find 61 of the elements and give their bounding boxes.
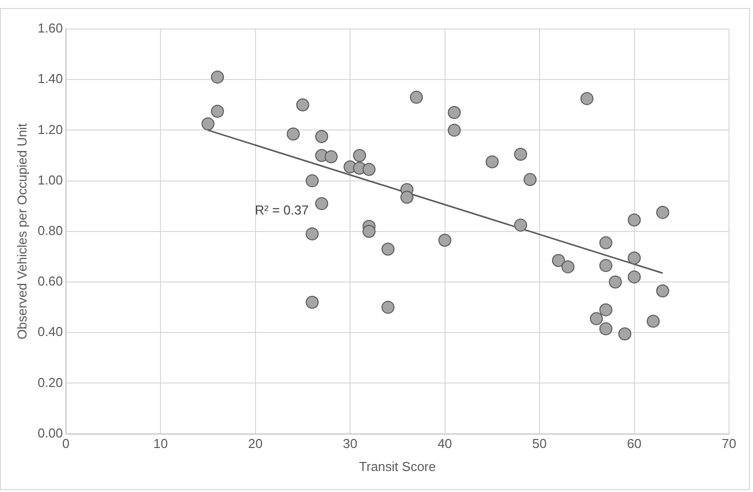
- point: [315, 197, 328, 210]
- point: [296, 98, 310, 112]
- point: [306, 227, 319, 240]
- point: [486, 155, 499, 168]
- point: [201, 117, 214, 130]
- point: [362, 162, 376, 176]
- point: [628, 251, 641, 264]
- y-tick-label: 0.00: [38, 425, 63, 440]
- x-tick-label: 30: [342, 436, 358, 452]
- y-tick-label: 0.40: [38, 324, 63, 340]
- point: [628, 270, 641, 284]
- y-tick-label: 1.40: [38, 71, 63, 86]
- x-tick-label: 50: [532, 436, 547, 452]
- point: [608, 276, 622, 288]
- point: [599, 322, 612, 336]
- annotation: R² = 0.37: [254, 202, 309, 218]
- point: [552, 254, 565, 267]
- point: [315, 130, 328, 144]
- point: [306, 296, 319, 309]
- y-tick-label: 1.20: [38, 122, 63, 137]
- point: [618, 327, 632, 340]
- point: [448, 124, 461, 137]
- point: [438, 234, 452, 247]
- x-axis-title: Transit Score: [359, 458, 436, 474]
- point: [580, 92, 594, 106]
- point: [381, 242, 394, 256]
- point: [448, 106, 461, 119]
- point: [656, 206, 670, 219]
- point: [656, 284, 670, 298]
- point: [599, 303, 612, 316]
- x-tick-label: 40: [438, 436, 452, 452]
- point: [524, 173, 537, 186]
- point: [362, 224, 376, 238]
- x-tick-label: 70: [722, 436, 736, 452]
- point: [514, 148, 528, 161]
- y-tick-label: 0.80: [38, 222, 63, 238]
- point: [381, 300, 394, 314]
- point: [599, 259, 612, 272]
- point: [514, 218, 528, 232]
- x-tick-label: 0: [62, 436, 70, 452]
- y-axis-title: Observed Vehicles per Occupied Unit: [14, 122, 30, 340]
- point: [400, 190, 414, 204]
- point: [410, 90, 423, 104]
- x-tick-label: 20: [248, 436, 263, 452]
- y-tick-label: 1.00: [38, 172, 63, 188]
- point: [210, 70, 224, 84]
- point: [628, 214, 641, 227]
- point: [210, 104, 224, 118]
- y-tick-label: 0.20: [38, 374, 63, 390]
- point: [599, 236, 612, 250]
- y-tick-label: 0.60: [38, 274, 63, 289]
- x-tick-label: 60: [627, 436, 642, 452]
- point: [353, 149, 366, 162]
- point: [306, 174, 319, 188]
- y-tick-label: 1.60: [38, 20, 63, 36]
- point: [590, 312, 603, 326]
- point: [324, 150, 338, 164]
- point: [286, 127, 300, 140]
- x-tick-label: 10: [153, 436, 168, 452]
- point: [561, 260, 574, 274]
- point: [646, 314, 660, 328]
